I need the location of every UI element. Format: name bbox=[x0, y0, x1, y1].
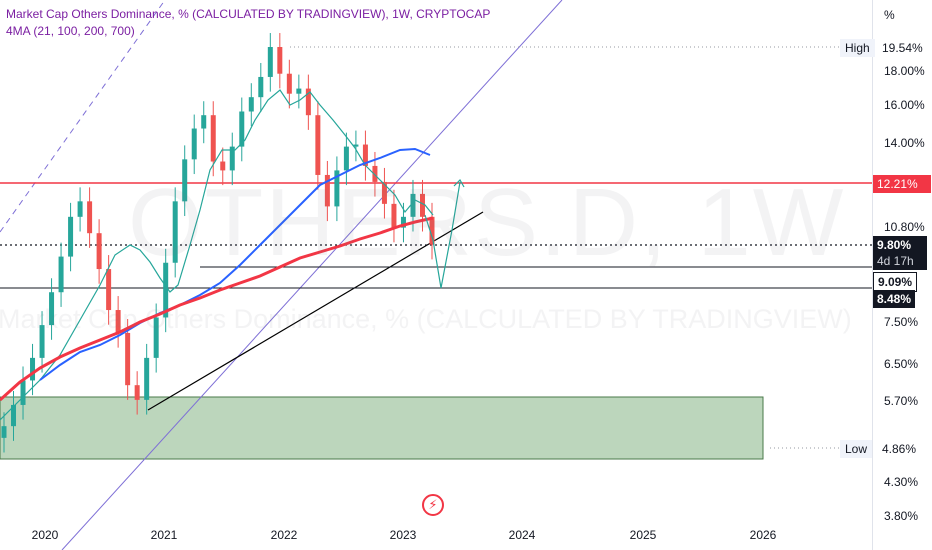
candle-body bbox=[400, 216, 406, 228]
candle-body bbox=[220, 161, 226, 171]
y-tick-0: 18.00% bbox=[884, 64, 925, 78]
candle-body bbox=[201, 115, 207, 129]
candle-body bbox=[106, 269, 112, 311]
candle-body bbox=[153, 317, 159, 358]
candle-body bbox=[144, 357, 150, 400]
candle-body bbox=[11, 404, 17, 427]
candle-body bbox=[305, 88, 311, 116]
y-tick-5: 6.50% bbox=[884, 357, 919, 371]
candle-body bbox=[277, 47, 283, 74]
candle-body bbox=[248, 97, 254, 112]
candle-body bbox=[315, 115, 321, 175]
candle-body bbox=[172, 201, 178, 263]
low-label: Low bbox=[840, 440, 873, 458]
candle-body bbox=[20, 380, 26, 405]
y-tick-8: 3.80% bbox=[884, 509, 919, 523]
x-tick-2025: 2025 bbox=[629, 528, 657, 542]
y-tick-3: 10.80% bbox=[884, 220, 925, 234]
candle-body bbox=[410, 193, 416, 217]
x-tick-2023: 2023 bbox=[389, 528, 417, 542]
y-tick-4: 7.50% bbox=[884, 315, 919, 329]
candle-body bbox=[210, 115, 216, 162]
candle-body bbox=[68, 216, 74, 257]
channel-upper-dashed[interactable] bbox=[0, 0, 166, 233]
bar-countdown: 4d 17h bbox=[877, 254, 914, 268]
y-tick-6: 5.70% bbox=[884, 394, 919, 408]
support-trendline[interactable] bbox=[147, 211, 484, 411]
candle-body bbox=[239, 111, 245, 147]
candle-body bbox=[429, 216, 435, 245]
candle-body bbox=[372, 165, 378, 182]
level-2-tag[interactable]: 8.48% bbox=[873, 290, 916, 308]
lightning-bolt-icon[interactable]: ⚡ bbox=[422, 494, 444, 516]
candle-body bbox=[39, 325, 45, 358]
x-tick-2020: 2020 bbox=[31, 528, 59, 542]
candle-body bbox=[191, 128, 197, 160]
candle-body bbox=[267, 47, 273, 77]
candle-body bbox=[353, 144, 359, 147]
high-label: High bbox=[840, 39, 875, 57]
candle-body bbox=[419, 193, 425, 217]
candle-body bbox=[343, 146, 349, 171]
resistance-price-tag[interactable]: 12.21% bbox=[873, 175, 931, 193]
level-1-tag[interactable]: 9.09% bbox=[873, 272, 918, 292]
x-tick-2024: 2024 bbox=[508, 528, 536, 542]
candle-body bbox=[324, 174, 330, 207]
candle-body bbox=[296, 88, 302, 94]
legend-title[interactable]: Market Cap Others Dominance, % (CALCULAT… bbox=[6, 7, 491, 21]
candle-body bbox=[229, 146, 235, 171]
chart-legend: Market Cap Others Dominance, % (CALCULAT… bbox=[6, 6, 490, 40]
candle-body bbox=[134, 385, 140, 400]
candle-body bbox=[58, 256, 64, 293]
candle-body bbox=[30, 357, 36, 381]
high-value: 19.54% bbox=[882, 41, 923, 55]
candle-body bbox=[362, 144, 368, 166]
low-value: 4.86% bbox=[882, 442, 917, 456]
candle-body bbox=[125, 332, 131, 386]
x-tick-2021: 2021 bbox=[150, 528, 178, 542]
candle-body bbox=[286, 73, 292, 94]
x-tick-2026: 2026 bbox=[749, 528, 777, 542]
candle-body bbox=[182, 159, 188, 202]
candle-body bbox=[334, 170, 340, 207]
ma-21-line bbox=[0, 89, 434, 421]
candle-body bbox=[1, 426, 7, 438]
channel-line-main[interactable] bbox=[61, 0, 563, 550]
candle-body bbox=[381, 181, 387, 204]
projection-path[interactable] bbox=[424, 181, 461, 289]
candle-body bbox=[49, 292, 55, 326]
ma-200-line bbox=[0, 216, 434, 402]
projection-arrowhead bbox=[453, 179, 465, 188]
y-tick-7: 4.30% bbox=[884, 475, 919, 489]
support-zone-box[interactable] bbox=[0, 396, 764, 460]
candle-body bbox=[77, 201, 83, 217]
last-price-tag[interactable]: 9.80% 4d 17h bbox=[873, 236, 927, 270]
y-tick-2: 14.00% bbox=[884, 136, 925, 150]
candle-body bbox=[115, 310, 121, 333]
candle-body bbox=[96, 233, 102, 270]
y-tick-1: 16.00% bbox=[884, 98, 925, 112]
candle-body bbox=[391, 203, 397, 228]
candle-body bbox=[87, 201, 93, 234]
axis-unit-label: % bbox=[884, 8, 895, 22]
candle-body bbox=[258, 76, 264, 98]
ma-100-line bbox=[39, 147, 431, 381]
last-price-value: 9.80% bbox=[877, 238, 912, 252]
legend-ma[interactable]: 4MA (21, 100, 200, 700) bbox=[6, 24, 135, 38]
x-tick-2022: 2022 bbox=[270, 528, 298, 542]
candle-body bbox=[163, 262, 169, 318]
candle-series bbox=[1, 33, 435, 453]
